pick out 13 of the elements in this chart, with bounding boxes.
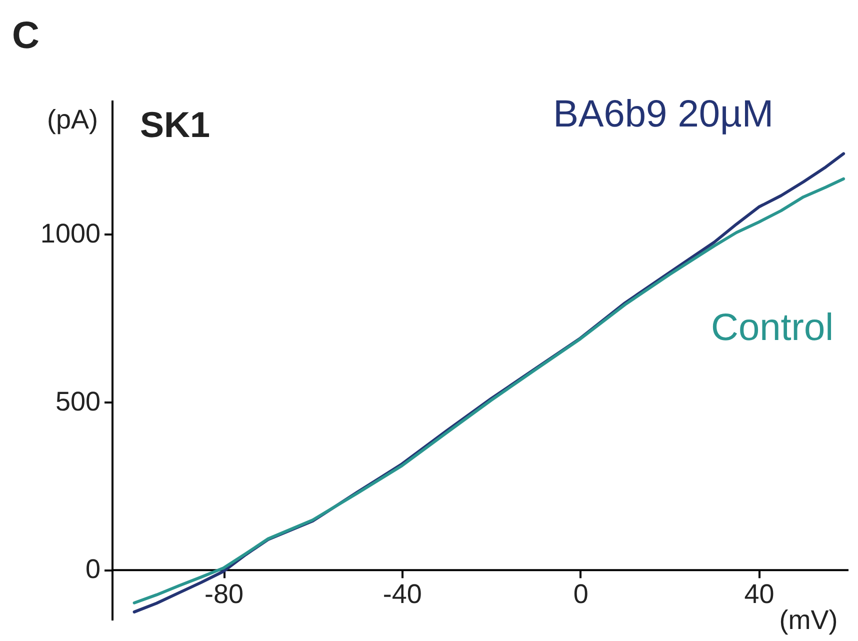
x-tick-label: -40 (382, 579, 422, 610)
x-axis-title: (mV) (779, 605, 838, 636)
series-label: Control (711, 306, 834, 349)
y-tick-label: 1000 (40, 218, 100, 249)
series-label: BA6b9 20µM (553, 94, 774, 136)
y-tick-label: 0 (85, 554, 100, 584)
y-tick-label: 500 (55, 386, 100, 416)
text: C (12, 15, 40, 57)
chart-title: SK1 (140, 104, 210, 145)
y-axis-title: (pA) (46, 104, 98, 134)
x-tick-label: 0 (573, 579, 588, 610)
x-tick-label: 40 (744, 579, 774, 610)
x-tick-label: -80 (204, 579, 244, 610)
